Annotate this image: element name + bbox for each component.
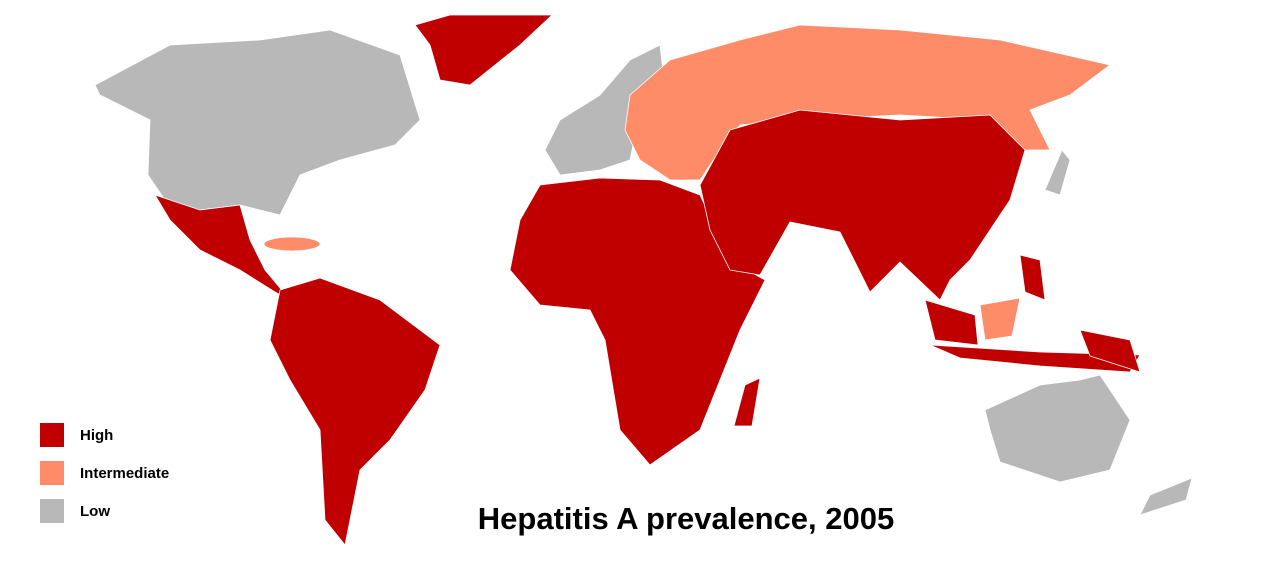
legend-swatch — [40, 499, 64, 523]
australia — [984, 374, 1131, 483]
asia — [699, 109, 1026, 301]
borneo-malaysia — [979, 297, 1021, 341]
greenland — [414, 14, 553, 86]
map-title: Hepatitis A prevalence, 2005 — [478, 501, 894, 536]
land-regions — [94, 14, 1193, 546]
legend-label: Intermediate — [80, 465, 169, 482]
caribbean — [263, 236, 321, 252]
legend: High Intermediate Low — [40, 423, 169, 523]
new-guinea — [1079, 329, 1141, 373]
japan — [1044, 149, 1071, 196]
africa — [509, 177, 766, 466]
north-america — [94, 29, 421, 216]
legend-label: High — [80, 427, 113, 444]
south-america — [269, 277, 441, 546]
legend-swatch — [40, 461, 64, 485]
legend-label: Low — [80, 503, 110, 520]
southeast-asia — [924, 299, 979, 346]
indonesia — [929, 344, 1141, 373]
madagascar — [733, 377, 761, 427]
philippines — [1019, 254, 1046, 301]
new-zealand — [1139, 477, 1193, 516]
legend-swatch — [40, 423, 64, 447]
